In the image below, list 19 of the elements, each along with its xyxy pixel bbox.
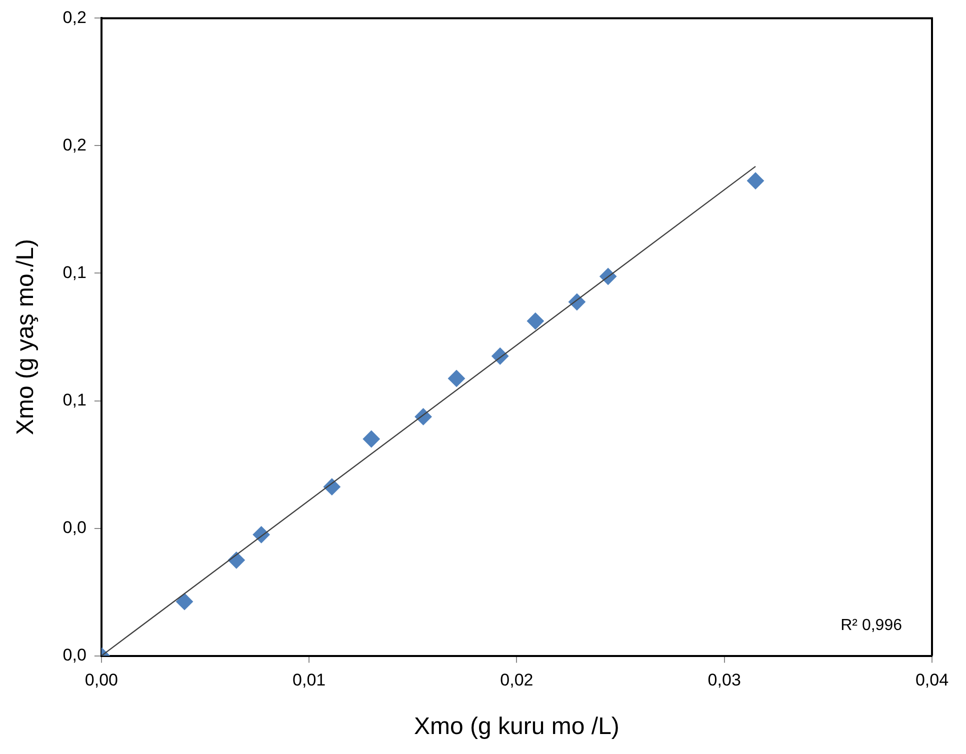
point: [362, 430, 380, 448]
y-tick-label: 0,1: [62, 262, 86, 282]
x-axis-title: Xmo (g kuru mo /L): [414, 713, 620, 740]
y-tick-label: 0,1: [62, 390, 86, 410]
point: [448, 370, 465, 387]
y-tick-label: 0,2: [62, 8, 86, 27]
x-tick-label: 0,02: [500, 670, 534, 690]
y-tick-label: 0,2: [62, 135, 86, 154]
point: [176, 593, 193, 610]
y-tick-label: 0,0: [62, 518, 86, 537]
point: [526, 312, 544, 330]
x-tick-label: 0,01: [292, 670, 326, 690]
y-axis-title: Xmo (g yaş mo./L): [12, 238, 40, 436]
x-tick-label: 0,03: [708, 670, 741, 690]
point: [747, 172, 764, 190]
x-tick-label: 0,00: [84, 670, 118, 690]
annotation: R² 0,996: [840, 617, 902, 634]
y-tick-label: 0,0: [62, 645, 86, 664]
x-tick-label: 0,04: [915, 670, 949, 690]
